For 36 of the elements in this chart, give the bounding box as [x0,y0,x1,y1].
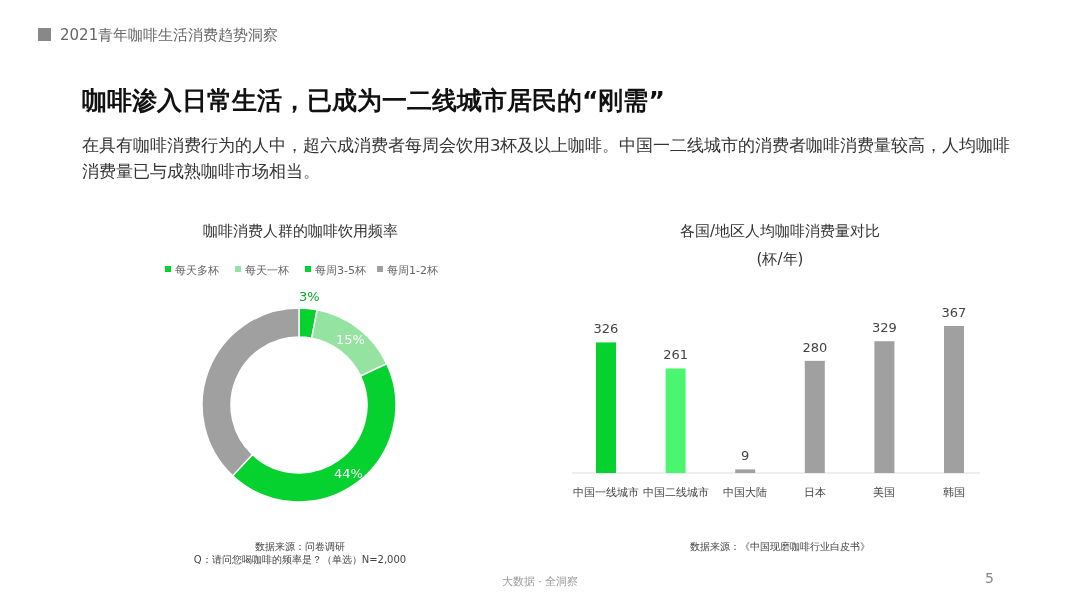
chart-subtitle: (杯/年) [755,250,805,269]
legend-label: 每天一杯 [245,264,289,277]
text: 2021青年咖啡生活消费趋势洞察 [60,26,279,45]
data-label: 15% [336,331,365,347]
source-note: 数据来源：问卷调研 [254,540,346,554]
text: 5 [985,570,994,586]
data-label: 326 [593,321,619,337]
data-label: 9 [741,448,750,464]
text: 大数据 · 全洞察 [500,574,580,589]
x-tick-label: 中国二线城市 [642,486,709,499]
data-label: 3% [298,289,320,305]
bar [665,368,686,473]
bar [874,341,895,473]
text: Q：请问您喝咖啡的频率是？（单选）N=2,000 [192,553,408,567]
data-label: 44% [333,465,363,481]
x-tick-label: 韩国 [943,486,965,499]
data-label: 329 [871,320,897,336]
legend-label: 每天多杯 [175,264,219,277]
legend-label: 每周1-2杯 [387,264,438,277]
bar [804,360,825,473]
bar [596,342,616,473]
data-label: 261 [663,347,689,363]
x-tick-label: 中国一线城市 [573,486,639,499]
legend-label: 每周3-5杯 [315,264,366,277]
source-note: 数据来源：《中国现磨咖啡行业白皮书》 [689,540,871,554]
x-tick-label: 美国 [873,486,896,499]
data-label: 367 [941,305,967,320]
data-label: 280 [802,339,828,355]
bar [735,469,756,473]
x-tick-label: 中国大陆 [723,486,768,499]
chart-title: 咖啡消费人群的咖啡饮用频率 [201,222,399,241]
bar [944,326,964,473]
chart-title: 各国/地区人均咖啡消费量对比 [678,222,882,241]
x-tick-label: 日本 [803,486,826,499]
text: 咖啡渗入日常生活，已成为一二线城市居民的“刚需” [82,85,665,117]
text: 在具有咖啡消费行为的人中，超六成消费者每周会饮用3杯及以上咖啡。中国一二线城市的消费者咖啡消费量较高，人均咖啡消费量已与成熟咖啡市场相当。 [82,135,1012,183]
